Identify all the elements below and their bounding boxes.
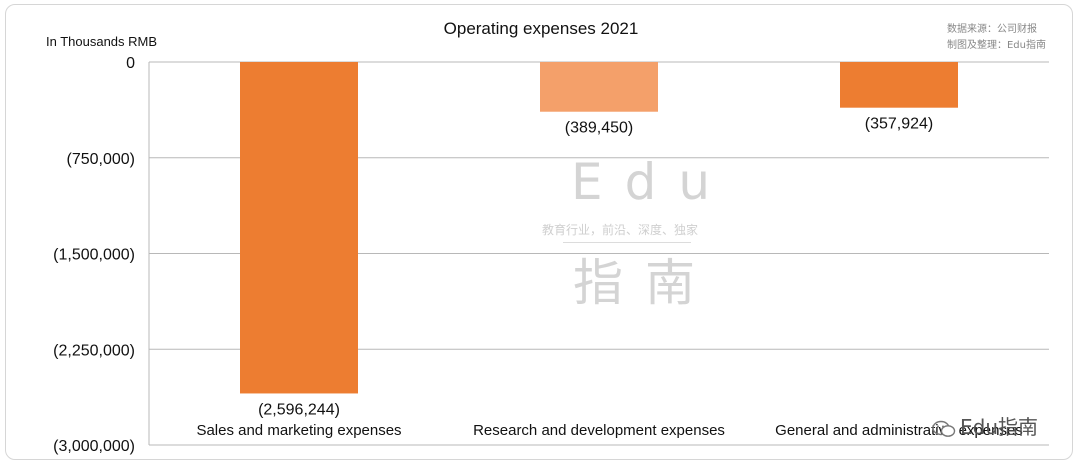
watermark-divider <box>563 242 691 243</box>
y-tick-label: (3,000,000) <box>53 438 135 455</box>
corner-watermark: Edu指南 <box>932 411 1038 440</box>
bar <box>540 62 658 112</box>
category-label: Sales and marketing expenses <box>196 422 401 439</box>
wechat-icon <box>932 420 956 437</box>
bar <box>240 62 358 394</box>
source-line-1: 数据来源：公司财报 <box>946 24 1037 35</box>
bar-chart: 0 (750,000) (1,500,000) (2,250,000) (3,000,0… <box>53 55 1049 455</box>
category-label: Research and development expenses <box>473 422 725 439</box>
y-tick-label: (2,250,000) <box>53 342 135 359</box>
chart-title: Operating expenses 2021 <box>443 19 639 38</box>
y-tick-label: (1,500,000) <box>53 247 135 264</box>
watermark-tagline: 教育行业，前沿、深度、独家 <box>542 223 699 237</box>
data-label: (389,450) <box>565 120 634 137</box>
watermark-cn: 指南 <box>573 254 717 312</box>
source-note: 数据来源：公司财报 制图及整理：Edu指南 <box>947 22 1046 54</box>
category-label: General and administrative expenses <box>775 422 1023 439</box>
bar <box>840 62 958 108</box>
data-label: (2,596,244) <box>258 401 340 418</box>
unit-label: In Thousands RMB <box>46 34 158 49</box>
data-label: (357,924) <box>865 116 934 133</box>
y-tick-label: (750,000) <box>67 151 136 168</box>
watermark-edu: Edu <box>571 153 733 211</box>
chart-frame: 0 (750,000) (1,500,000) (2,250,000) (3,000,0… <box>5 4 1073 460</box>
source-line-2: 制图及整理：Edu指南 <box>946 40 1046 51</box>
corner-watermark-text: Edu指南 <box>959 415 1038 439</box>
y-tick-label: 0 <box>126 55 135 72</box>
